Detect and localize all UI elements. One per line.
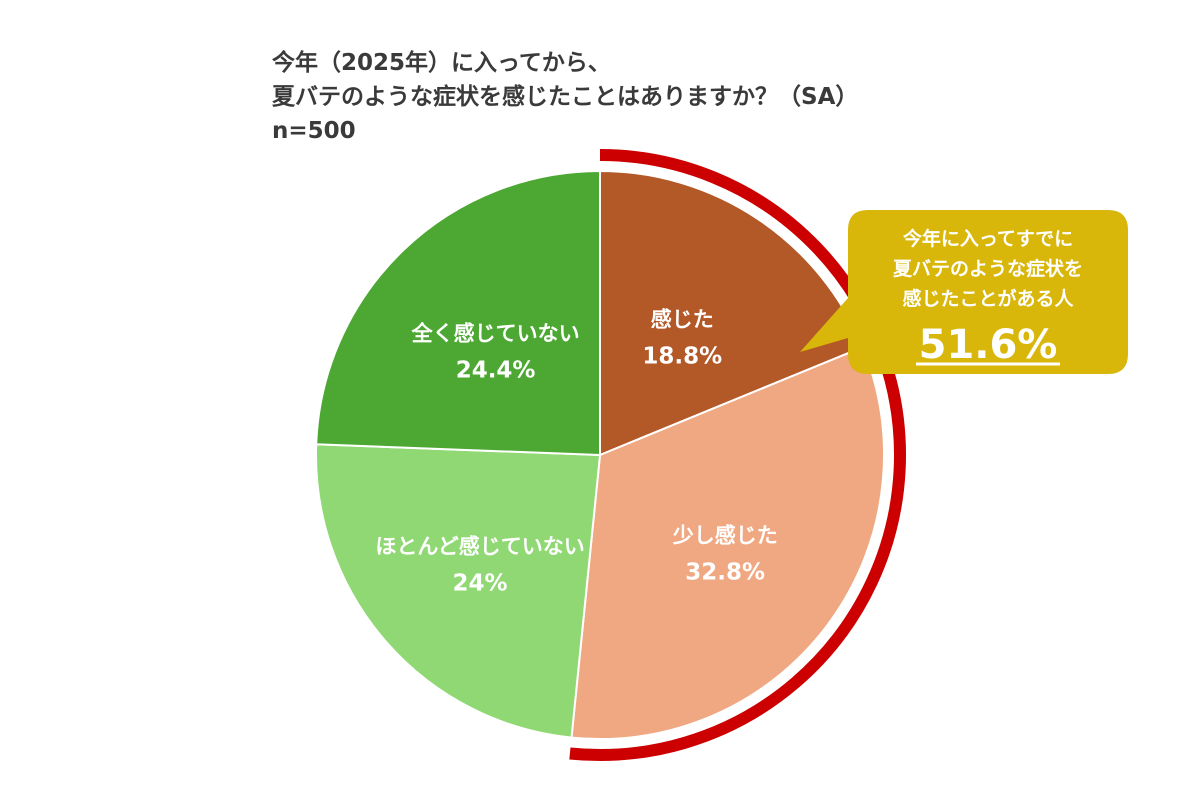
slice-label: 全く感じていない xyxy=(411,322,580,346)
slice-value: 24% xyxy=(453,570,508,596)
slice-value: 32.8% xyxy=(685,559,765,585)
slice-value: 18.8% xyxy=(642,343,722,369)
highlight-ring-layer xyxy=(569,149,907,761)
callout-line-3: 感じたことがある人 xyxy=(902,287,1074,310)
pie-slice xyxy=(570,345,885,740)
slice-label: 感じた xyxy=(651,307,714,331)
highlight-ring xyxy=(569,149,907,761)
pie-slice xyxy=(315,169,601,457)
callout-line-2: 夏バテのような症状を xyxy=(893,257,1083,280)
slice-label: 少し感じた xyxy=(672,523,778,547)
callout: 今年に入ってすでに 夏バテのような症状を 感じたことがある人 51.6% xyxy=(800,210,1128,374)
callout-line-1: 今年に入ってすでに xyxy=(902,227,1073,250)
pie-slice xyxy=(315,443,602,739)
sample-size: n=500 xyxy=(272,118,356,144)
slice-label: ほとんど感じていない xyxy=(375,534,584,558)
chart-title: 今年（2025年）に入ってから、 夏バテのような症状を感じたことはありますか？（… xyxy=(272,46,858,148)
title-line-1: 今年（2025年）に入ってから、 xyxy=(272,50,611,76)
pie-slices xyxy=(315,169,885,740)
pie-labels: 感じた 18.8% 少し感じた 32.8% ほとんど感じていない 24% 全く感じていない 2… xyxy=(375,307,777,596)
callout-value: 51.6% xyxy=(919,322,1058,368)
callout-bubble xyxy=(800,210,1128,374)
title-line-2: 夏バテのような症状を感じたことはありますか？（SA） xyxy=(272,84,859,110)
slice-value: 24.4% xyxy=(456,358,536,384)
